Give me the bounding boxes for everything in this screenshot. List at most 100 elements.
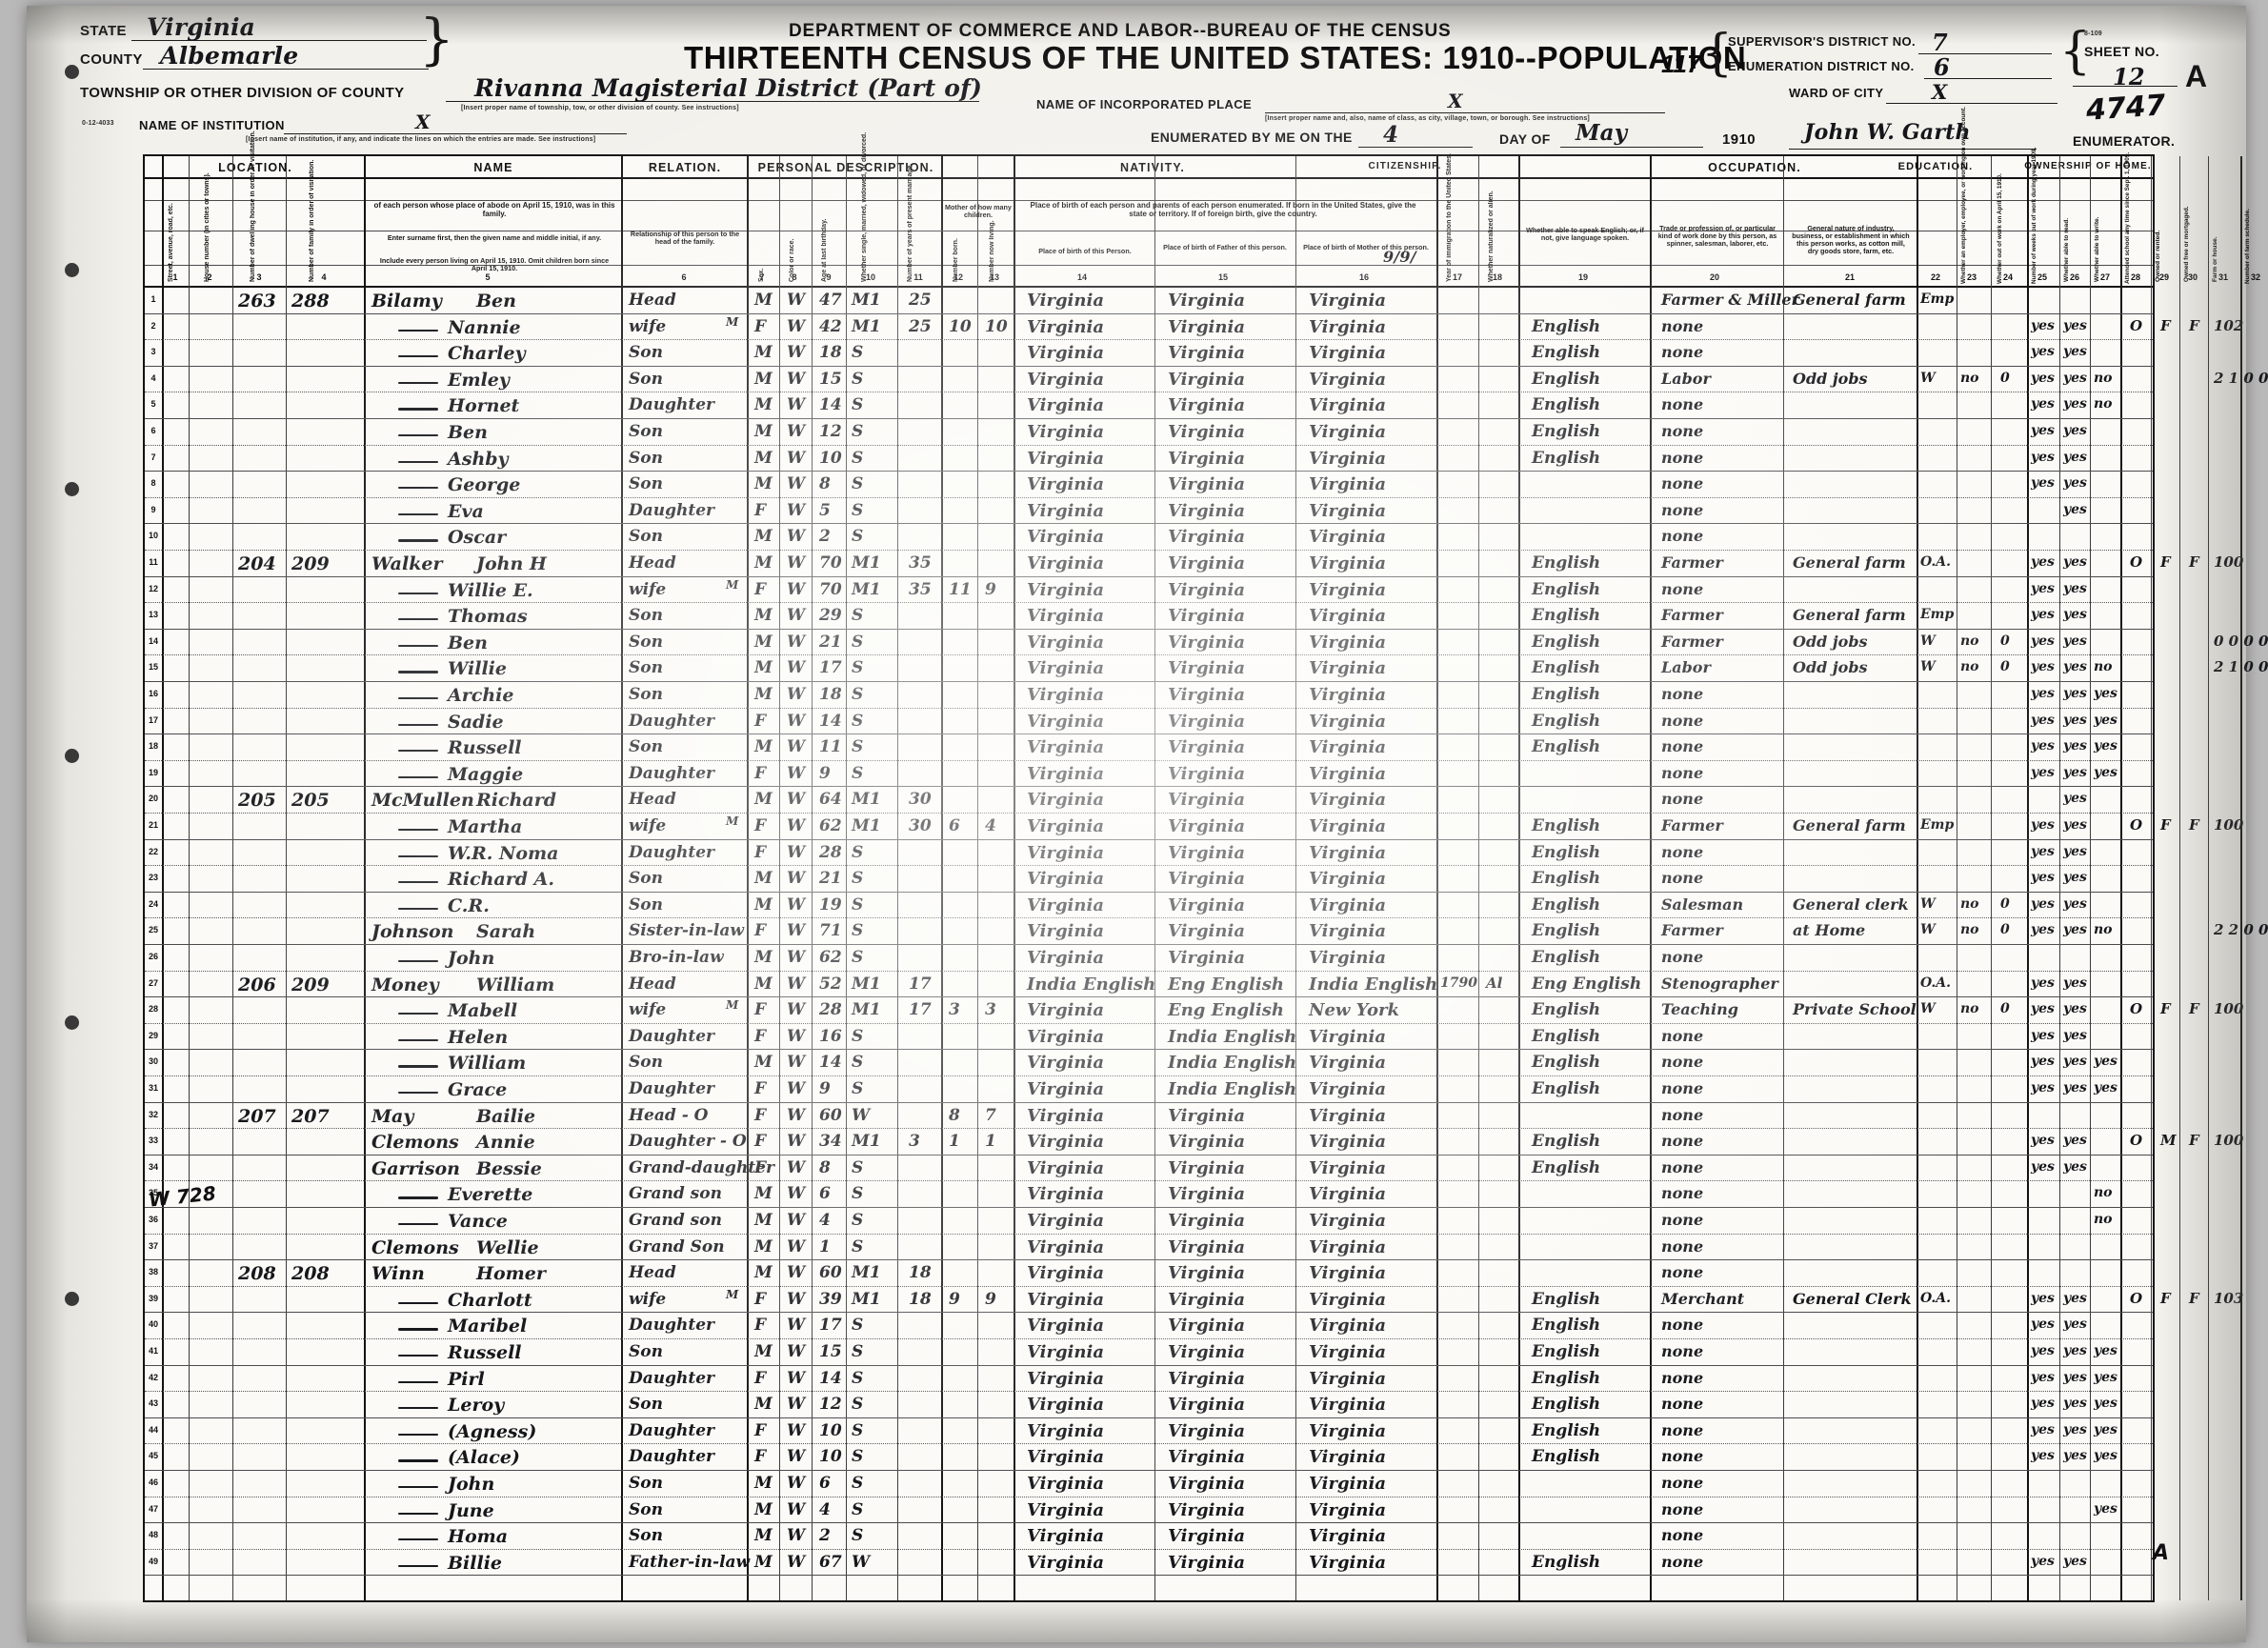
cell-marital: S — [852, 658, 864, 678]
cell-able-to-read: yes — [2031, 1396, 2055, 1412]
cell-relation: Son — [629, 658, 663, 678]
cell-given-name: William — [448, 1053, 527, 1075]
cell-speak-english: English — [1532, 921, 1601, 941]
cell-given-name: Charley — [448, 343, 526, 365]
ditto-dash — [398, 355, 438, 358]
cell-birthplace-father: India English — [1168, 1079, 1297, 1099]
column-number: 32 — [2250, 272, 2260, 282]
column-number: 2 — [207, 272, 212, 282]
row-separator — [145, 523, 2153, 525]
row-number-left: 47 — [148, 1503, 158, 1514]
row-number-left: 22 — [148, 846, 158, 856]
cell-color: W — [787, 527, 806, 547]
cell-industry: Odd jobs — [1793, 658, 1868, 677]
cell-birthplace-person: Virginia — [1027, 685, 1104, 705]
district-brace: { — [1701, 25, 1734, 82]
cell-age: 28 — [819, 842, 842, 862]
cell-color: W — [787, 1474, 806, 1493]
cell-given-name: John — [448, 948, 495, 969]
cell-trade: Teaching — [1661, 1000, 1738, 1019]
row-number-left: 39 — [148, 1293, 158, 1303]
row-separator — [145, 1548, 2153, 1550]
col-sep-sex — [779, 156, 780, 1600]
cell-surname: Winn — [371, 1263, 425, 1285]
cell-age: 15 — [819, 369, 842, 389]
cell-birthplace-mother: Virginia — [1309, 343, 1386, 364]
cell-relation: Son — [629, 894, 663, 914]
cell-birthplace-father: Eng English — [1168, 974, 1284, 995]
row-number-left: 28 — [148, 1004, 158, 1015]
header-age: Age at last birthday. — [821, 218, 828, 282]
column-number: 10 — [865, 272, 875, 282]
cell-out-of-work: no — [1960, 633, 1979, 649]
cell-age: 39 — [819, 1289, 842, 1309]
cell-sex: M — [754, 291, 773, 310]
cell-birthplace-mother: Virginia — [1309, 291, 1386, 311]
cell-given-name: Billie — [448, 1552, 503, 1574]
cell-speak-english: English — [1532, 1316, 1601, 1336]
column-number: 1 — [172, 272, 178, 282]
row-separator — [145, 628, 2153, 630]
cell-marital: M1 — [852, 553, 881, 573]
cell-birthplace-person: Virginia — [1027, 1447, 1104, 1468]
row-number-left: 21 — [148, 820, 158, 830]
cell-marital: S — [852, 921, 864, 941]
cell-able-to-read: yes — [2031, 1316, 2055, 1333]
cell-children-living: 1 — [985, 1132, 996, 1152]
cell-farm-schedule: 2 1 0 0 — [2214, 369, 2268, 387]
cell-trade: none — [1661, 737, 1704, 756]
cell-able-to-write: yes — [2063, 922, 2087, 938]
ward-rule — [1886, 103, 2057, 104]
row-separator — [145, 1470, 2153, 1471]
row-number-left: 10 — [148, 531, 158, 541]
cell-speak-english: English — [1532, 894, 1601, 914]
cell-age: 15 — [819, 1342, 842, 1361]
cell-dwelling-number: 204 — [238, 553, 276, 574]
cell-able-to-read: yes — [2031, 370, 2055, 386]
cell-birthplace-father: Virginia — [1168, 921, 1245, 942]
row-separator — [145, 838, 2153, 840]
column-number: 22 — [1930, 272, 1940, 282]
row-number-left: 14 — [148, 635, 158, 646]
cell-age: 21 — [819, 869, 842, 889]
cell-birthplace-person: Virginia — [1027, 1132, 1104, 1153]
cell-able-to-write: yes — [2063, 344, 2087, 360]
cell-surname: Clemons — [371, 1236, 459, 1258]
cell-age: 9 — [819, 1079, 831, 1098]
cell-farm-house: F — [2189, 816, 2199, 834]
institution-value: X — [415, 111, 431, 133]
cell-birthplace-person: Virginia — [1027, 869, 1104, 890]
county-value: Albemarle — [160, 42, 299, 70]
cell-birthplace-father: Virginia — [1168, 685, 1245, 705]
cell-age: 19 — [819, 894, 842, 914]
header-marital: Whether single, married, widowed, or div… — [861, 131, 868, 282]
cell-relation: Daughter — [629, 842, 714, 862]
cell-relation: Daughter — [629, 1447, 714, 1467]
cell-owned-rented: O — [2130, 816, 2143, 834]
cell-speak-english: English — [1532, 1395, 1601, 1415]
incorporated-note: [Insert proper name and, also, name of c… — [1265, 115, 1590, 122]
cell-employer-status: O.A. — [1920, 1290, 1951, 1306]
column-number: 30 — [2187, 272, 2198, 282]
cell-out-of-work: no — [1960, 370, 1979, 386]
cell-relation: Son — [629, 869, 663, 889]
header-relation: Relationship of this person to the head … — [630, 230, 740, 247]
row-number-left: 44 — [148, 1424, 158, 1435]
cell-given-name: Sarah — [476, 921, 536, 943]
township-note: [Insert proper name of township, tow, or… — [461, 105, 739, 111]
cell-relation: Head — [629, 974, 676, 994]
cell-age: 17 — [819, 658, 842, 678]
cell-owned-rented: O — [2130, 553, 2143, 571]
cell-trade: none — [1661, 343, 1704, 362]
cell-sex: M — [754, 1499, 773, 1519]
cell-marital: S — [852, 1526, 864, 1546]
column-number: 25 — [2037, 272, 2047, 282]
cell-given-name: C.R. — [448, 894, 490, 916]
cell-able-to-read: yes — [2031, 633, 2055, 649]
cell-attended-school: no — [2094, 1212, 2113, 1227]
cell-given-name: John — [448, 1474, 495, 1495]
ditto-dash — [398, 1407, 438, 1410]
cell-able-to-write: yes — [2063, 396, 2087, 412]
cell-speak-english: English — [1532, 1132, 1601, 1152]
ditto-dash — [398, 329, 438, 332]
